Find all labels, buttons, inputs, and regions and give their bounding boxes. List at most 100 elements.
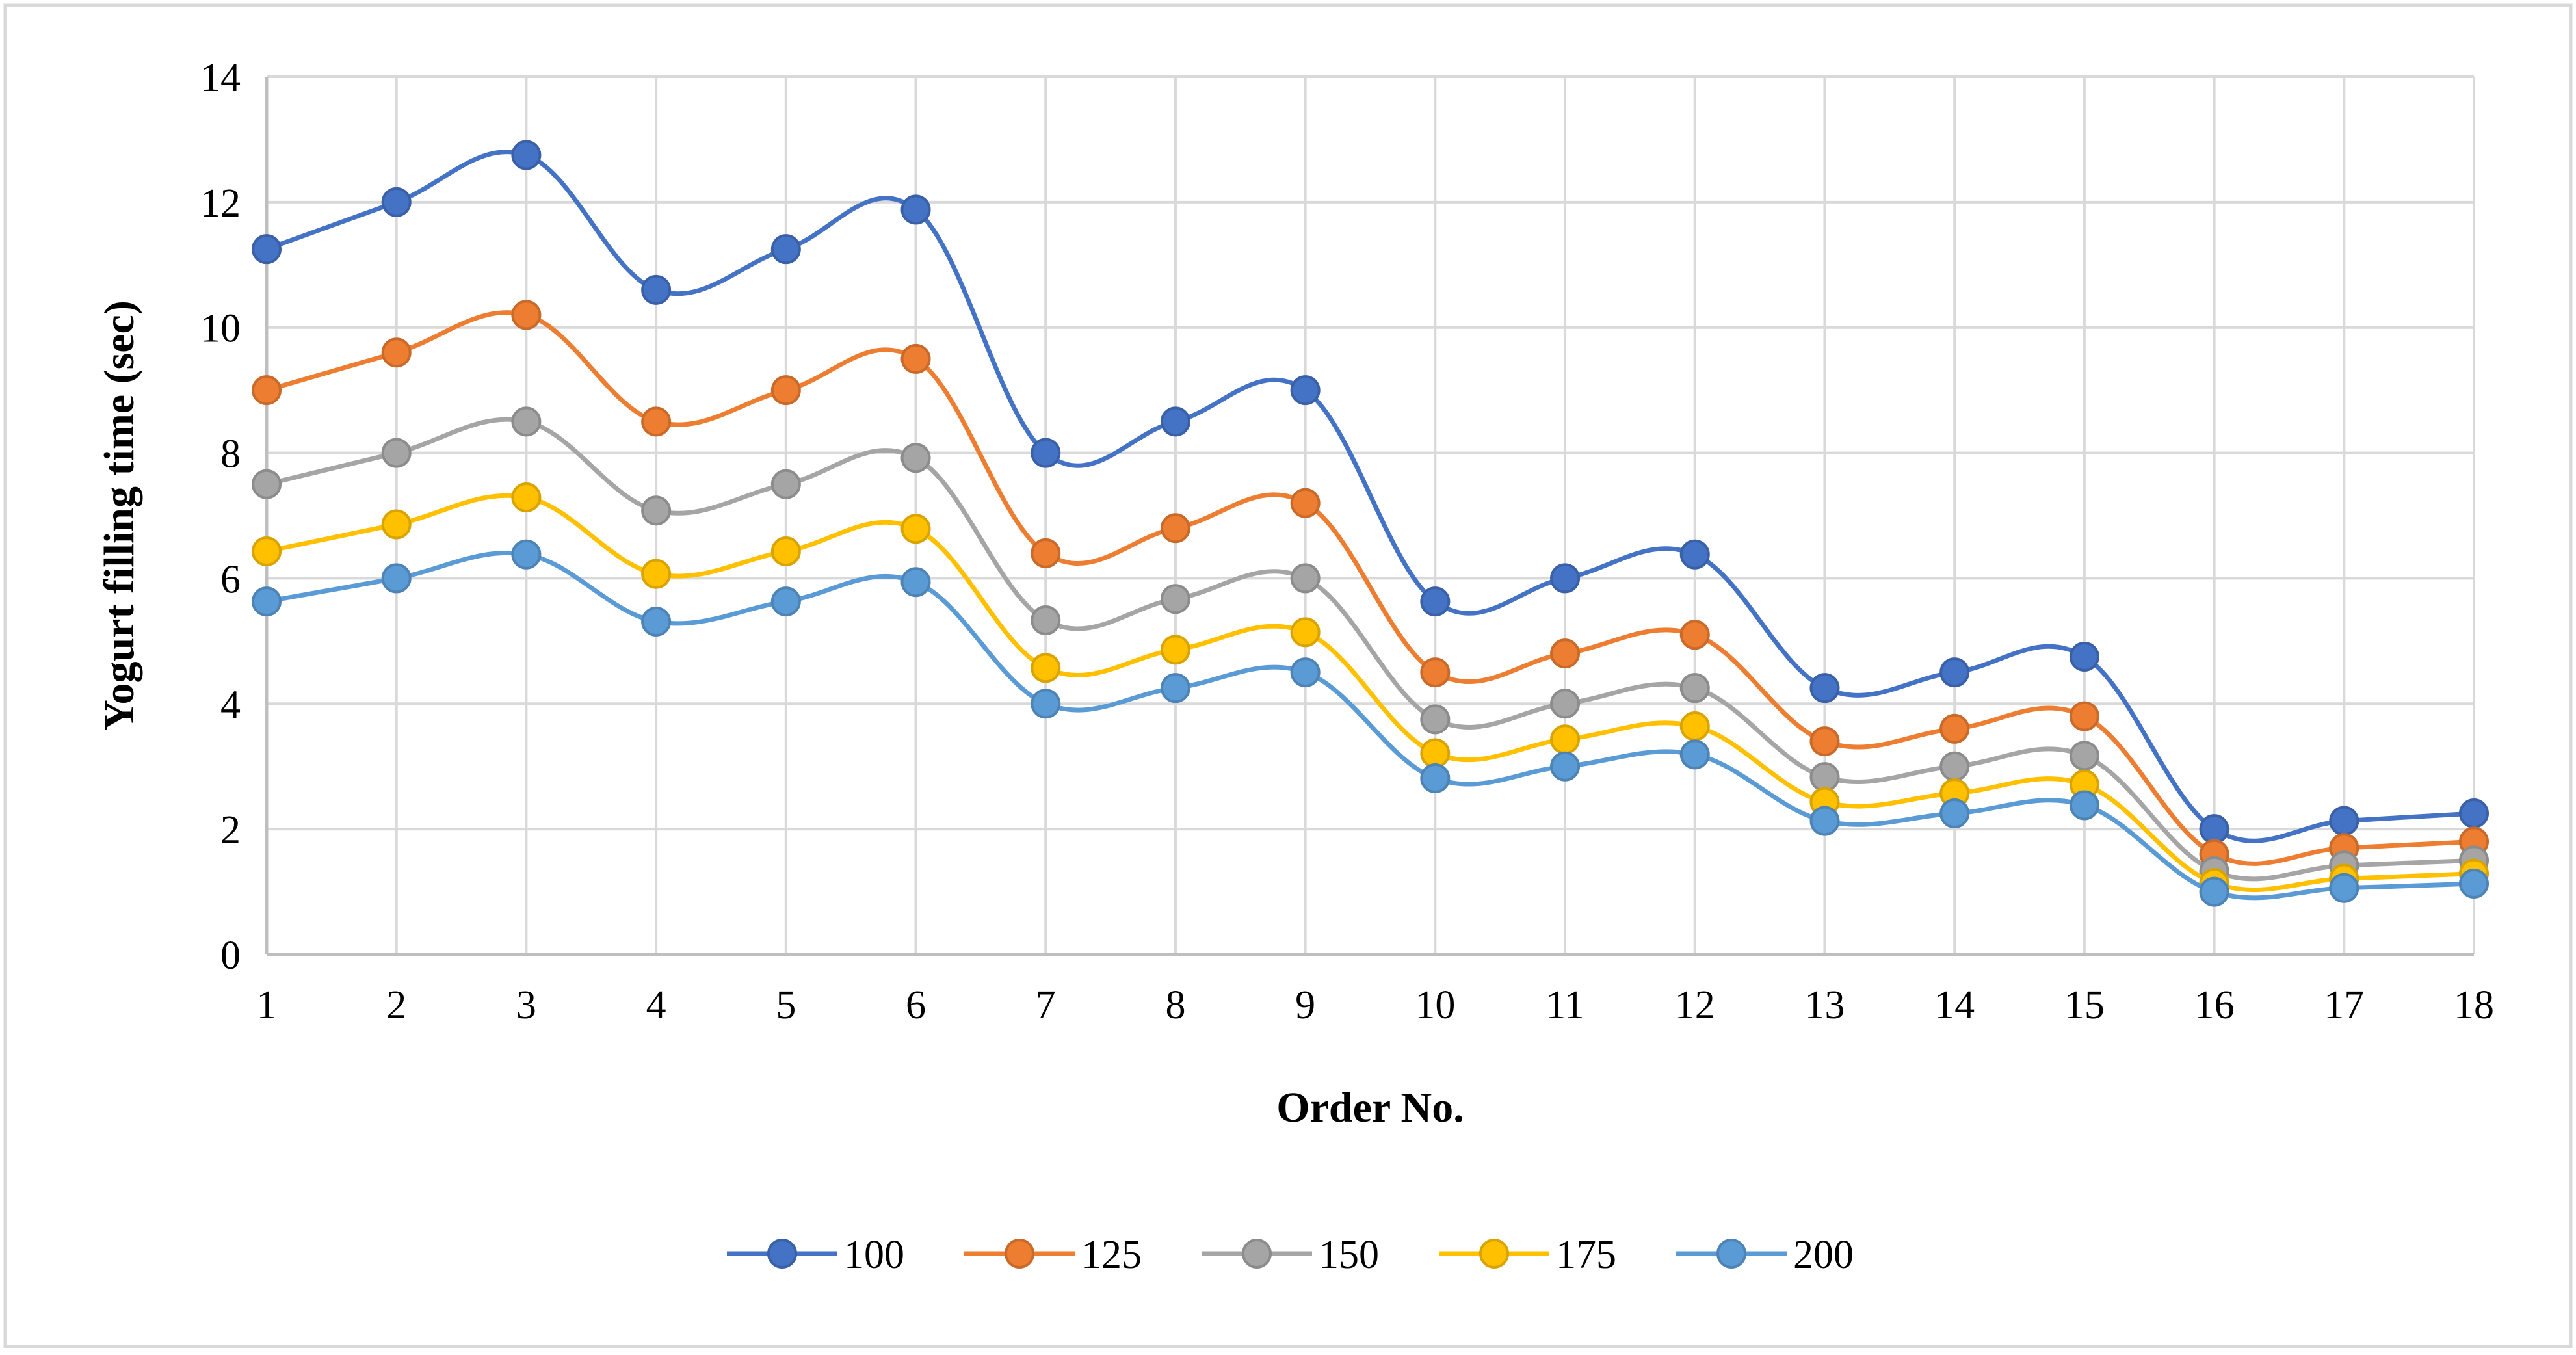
data-point-125-1 <box>252 375 282 406</box>
y-axis-title: Yogurt filling time (sec) <box>96 300 143 731</box>
x-tick-label: 13 <box>1804 983 1845 1027</box>
data-point-150-13 <box>1809 762 1840 793</box>
data-point-150-12 <box>1679 673 1710 704</box>
x-tick-label: 11 <box>1545 983 1584 1027</box>
data-point-125-5 <box>770 375 801 406</box>
legend-marker-200 <box>1716 1239 1746 1269</box>
data-point-125-6 <box>900 343 931 374</box>
x-tick-label: 10 <box>1415 983 1455 1027</box>
data-point-150-8 <box>1160 584 1190 614</box>
x-tick-label: 7 <box>1036 983 1056 1027</box>
data-point-100-16 <box>2199 814 2229 845</box>
data-point-125-8 <box>1160 513 1190 544</box>
data-point-100-4 <box>641 274 672 305</box>
data-point-150-9 <box>1290 563 1321 594</box>
data-point-125-15 <box>2069 701 2099 731</box>
x-tick-label: 15 <box>2064 983 2105 1027</box>
data-point-100-8 <box>1160 406 1190 437</box>
data-point-200-3 <box>511 539 542 570</box>
data-point-200-16 <box>2199 876 2229 907</box>
data-point-125-14 <box>1939 713 1970 744</box>
y-tick-label: 0 <box>220 934 241 978</box>
data-point-175-3 <box>511 482 542 513</box>
legend-label-100: 100 <box>844 1233 904 1277</box>
legend-label-125: 125 <box>1081 1233 1142 1277</box>
chart-frame <box>3 3 2573 1348</box>
data-point-200-5 <box>770 586 801 617</box>
data-point-200-6 <box>900 567 931 598</box>
data-point-200-17 <box>2329 873 2359 903</box>
x-tick-label: 4 <box>646 983 666 1027</box>
data-point-200-1 <box>252 586 282 617</box>
x-axis-title: Order No. <box>1276 1084 1464 1131</box>
data-point-100-6 <box>900 194 931 225</box>
x-tick-label: 18 <box>2454 983 2494 1027</box>
data-point-125-4 <box>641 406 672 437</box>
data-point-200-10 <box>1420 763 1451 794</box>
legend-label-150: 150 <box>1319 1233 1379 1277</box>
data-point-100-5 <box>770 234 801 265</box>
x-tick-label: 2 <box>386 983 406 1027</box>
x-tick-label: 5 <box>776 983 796 1027</box>
legend-item-150: 150 <box>1202 1233 1379 1277</box>
data-point-125-13 <box>1809 726 1840 757</box>
data-point-100-3 <box>511 140 542 170</box>
data-point-150-6 <box>900 443 931 473</box>
y-tick-label: 8 <box>220 432 241 477</box>
data-point-175-1 <box>252 536 282 566</box>
legend-item-100: 100 <box>727 1233 904 1277</box>
x-tick-label: 14 <box>1934 983 1975 1027</box>
data-point-150-1 <box>252 469 282 499</box>
data-point-200-9 <box>1290 657 1321 688</box>
data-point-100-2 <box>381 187 412 217</box>
legend-marker-175 <box>1479 1239 1509 1269</box>
data-point-150-7 <box>1031 605 1061 636</box>
x-tick-label: 1 <box>257 983 277 1027</box>
data-point-125-11 <box>1550 638 1581 669</box>
axes <box>265 77 2474 956</box>
x-tick-label: 8 <box>1165 983 1185 1027</box>
data-point-200-14 <box>1939 798 1970 829</box>
x-tick-label: 9 <box>1295 983 1315 1027</box>
series-group <box>252 140 2489 907</box>
data-point-200-11 <box>1550 751 1581 782</box>
data-point-150-3 <box>511 406 542 437</box>
data-point-150-5 <box>770 469 801 499</box>
data-point-125-10 <box>1420 657 1451 688</box>
data-point-175-9 <box>1290 617 1321 648</box>
x-tick-label: 17 <box>2324 983 2364 1027</box>
y-tick-label: 14 <box>200 56 241 100</box>
data-point-200-18 <box>2459 869 2489 899</box>
y-tick-label: 4 <box>220 683 241 727</box>
data-point-200-13 <box>1809 806 1840 836</box>
data-point-100-1 <box>252 234 282 265</box>
legend-label-200: 200 <box>1793 1233 1854 1277</box>
data-point-150-4 <box>641 495 672 526</box>
data-point-100-9 <box>1290 375 1321 406</box>
data-point-200-7 <box>1031 689 1061 719</box>
legend: 100 125 150 175 200 <box>727 1233 1854 1277</box>
data-point-175-11 <box>1550 724 1581 755</box>
data-point-100-11 <box>1550 563 1581 594</box>
data-point-100-17 <box>2329 806 2359 836</box>
data-point-175-4 <box>641 559 672 589</box>
data-point-175-12 <box>1679 711 1710 741</box>
data-point-175-2 <box>381 509 412 540</box>
data-point-100-15 <box>2069 641 2099 672</box>
y-tick-label: 10 <box>200 307 241 351</box>
data-point-125-12 <box>1679 620 1710 650</box>
data-point-100-12 <box>1679 539 1710 570</box>
data-point-125-7 <box>1031 538 1061 568</box>
data-point-125-2 <box>381 337 412 368</box>
x-tick-label: 12 <box>1675 983 1715 1027</box>
series-200 <box>252 539 2489 907</box>
data-point-150-10 <box>1420 704 1451 735</box>
data-point-150-14 <box>1939 751 1970 782</box>
data-point-200-8 <box>1160 673 1190 704</box>
y-tick-label: 2 <box>220 808 241 852</box>
series-100 <box>252 140 2489 845</box>
data-point-175-10 <box>1420 738 1451 769</box>
